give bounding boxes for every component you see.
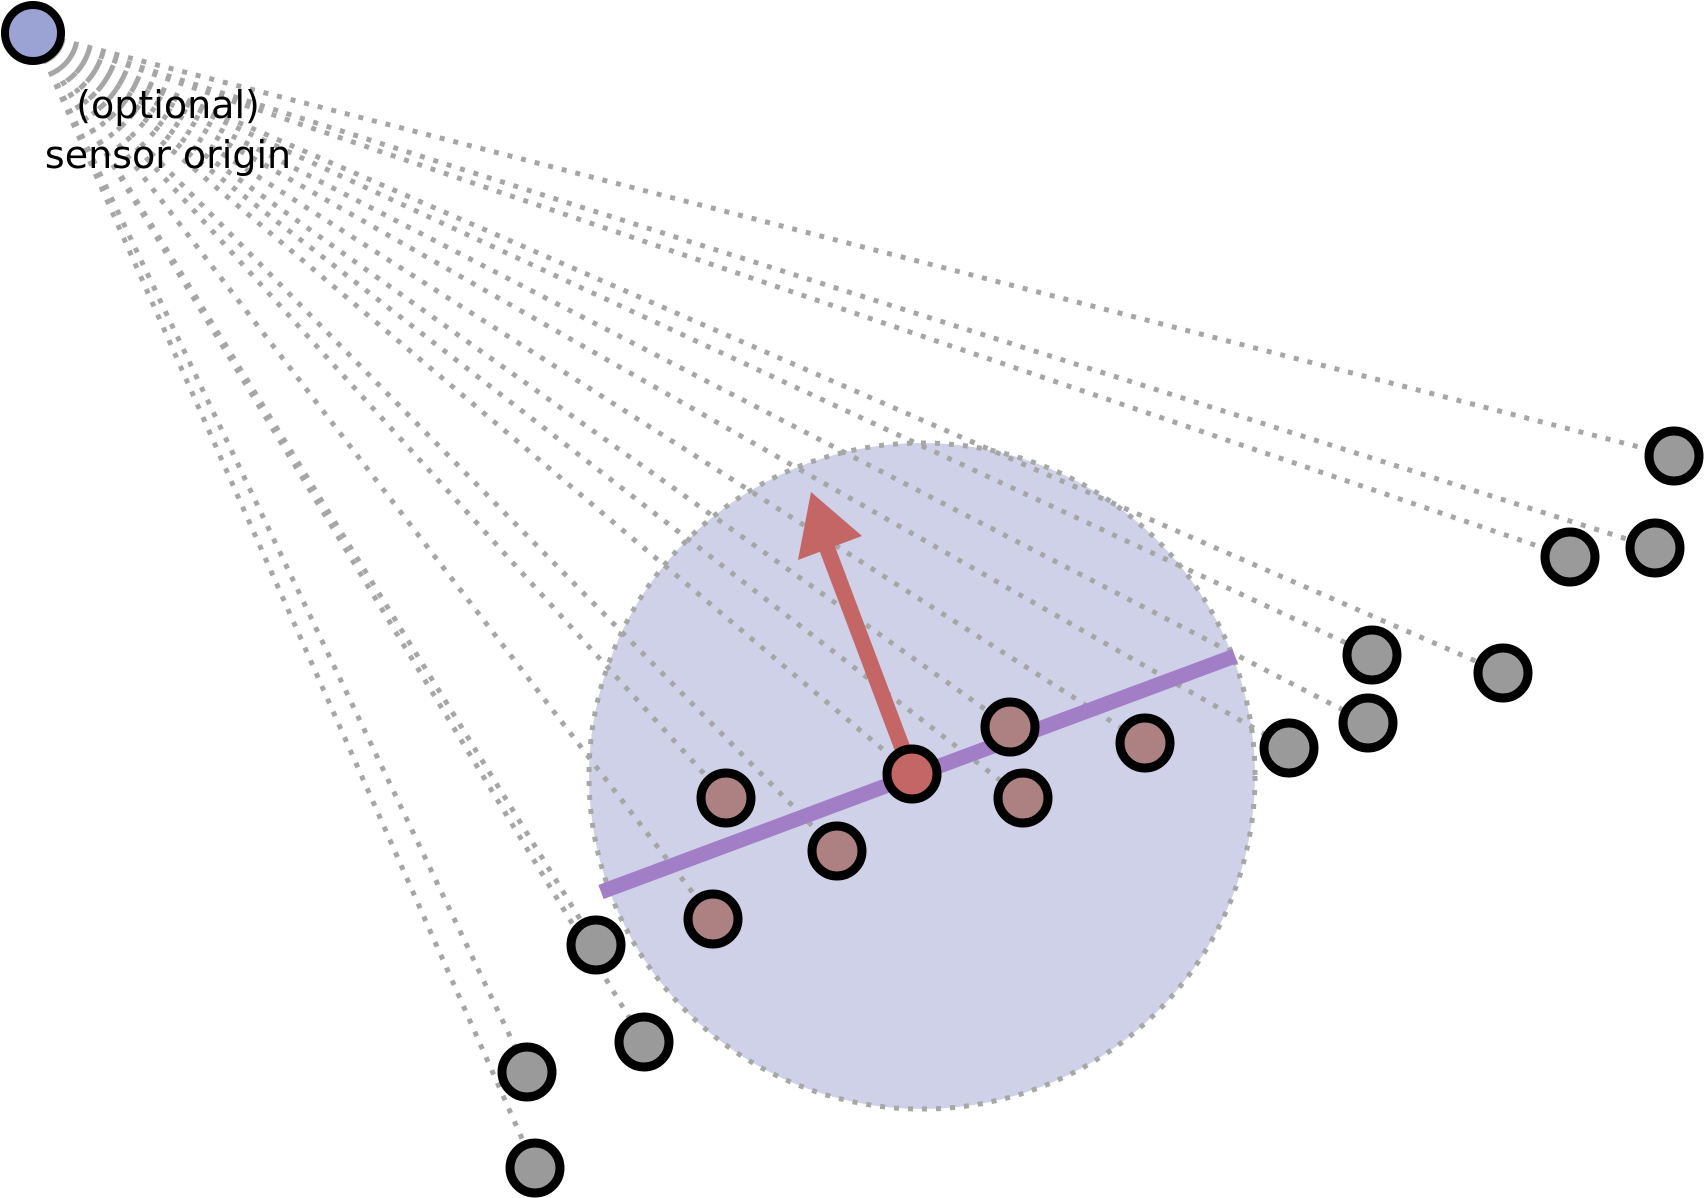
query-point — [882, 744, 942, 804]
cloud-point — [1338, 693, 1398, 753]
sensor-ray — [31, 31, 839, 853]
cloud-point — [1259, 718, 1319, 778]
sensor-ray — [31, 30, 1291, 751]
sensor-ray — [30, 31, 647, 1044]
sensor-label-line2: sensor origin — [45, 133, 291, 177]
cloud-point — [1473, 643, 1533, 703]
sensor-ray — [30, 31, 538, 1170]
cloud-point — [614, 1012, 674, 1072]
normal-arrow-shaft — [816, 537, 919, 774]
neighbor-point — [683, 889, 743, 949]
point-cloud — [497, 426, 1704, 1198]
sensor-ray — [31, 31, 728, 800]
sensor-ray — [31, 30, 1147, 746]
sensor-label-line1: (optional) — [76, 83, 260, 127]
cloud-point — [505, 1138, 565, 1198]
sensor-ray — [32, 30, 1504, 676]
cloud-point — [1540, 527, 1600, 587]
sensor-ray — [30, 31, 530, 1074]
sensor-origin-point — [1, 1, 65, 65]
neighbor-point — [993, 768, 1053, 828]
neighbor-point — [1115, 713, 1175, 773]
sensor-ray — [32, 30, 1656, 551]
cloud-point — [1644, 426, 1704, 486]
cloud-point — [497, 1042, 557, 1102]
sensor-ray — [31, 31, 914, 776]
neighbor-point — [696, 768, 756, 828]
normal-arrow — [798, 492, 919, 774]
neighbor-point — [807, 821, 867, 881]
sensor-rays — [30, 30, 1675, 1170]
cloud-point — [1342, 625, 1402, 685]
neighbor-point — [980, 697, 1040, 757]
sensor-ray — [31, 31, 715, 921]
cloud-point — [566, 915, 626, 975]
normal-arrow-head — [798, 492, 862, 560]
sensor-ray — [32, 30, 1675, 459]
sensor-ray — [32, 30, 1571, 560]
sensor-ray — [30, 31, 599, 947]
cloud-point — [1625, 518, 1685, 578]
